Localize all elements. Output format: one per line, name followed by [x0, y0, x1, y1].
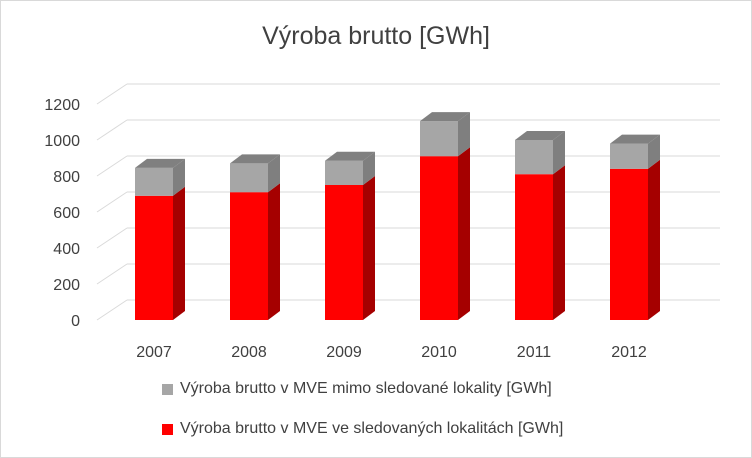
gridline-depth	[96, 191, 128, 213]
x-tick-label: 2010	[421, 344, 457, 361]
y-tick-label: 400	[53, 241, 80, 258]
bar-front-1	[325, 160, 363, 185]
bar-side-0	[458, 147, 470, 320]
chart-title: Výroba brutto [GWh]	[262, 22, 490, 50]
bar-front-1	[230, 163, 268, 193]
bar-top	[325, 151, 375, 161]
bar-front-1	[135, 167, 173, 196]
bar-front-1	[610, 143, 648, 169]
bar-side-1	[173, 158, 185, 196]
bar-front-0	[610, 168, 648, 320]
bar-side-1	[268, 154, 280, 193]
y-tick-label: 600	[53, 205, 80, 222]
bar-top	[230, 154, 280, 164]
legend-item-sledovane: Výroba brutto v MVE ve sledovaných lokal…	[162, 420, 563, 438]
bar-side-1	[363, 151, 375, 185]
bar-front-0	[325, 185, 363, 320]
gridline-depth	[96, 263, 128, 285]
legend-label-mimo: Výroba brutto v MVE mimo sledované lokal…	[180, 380, 552, 397]
legend-swatch-mimo	[162, 383, 173, 395]
gridline-depth	[96, 83, 128, 105]
gridline-depth	[96, 227, 128, 249]
bar-side-1	[648, 134, 660, 169]
y-tick-label: 800	[53, 169, 80, 186]
bar-front-1	[515, 140, 553, 175]
legend-swatch-sledovane	[162, 423, 173, 435]
x-tick-label: 2007	[136, 344, 172, 361]
bar-side-0	[268, 183, 280, 320]
bar-side-1	[458, 112, 470, 157]
bar-top	[420, 112, 470, 122]
bar-side-0	[173, 186, 185, 320]
bar-side-0	[363, 176, 375, 320]
gridline-depth	[96, 119, 128, 141]
bar-front-1	[420, 121, 458, 157]
legend-label-sledovane: Výroba brutto v MVE ve sledovaných lokal…	[180, 420, 564, 437]
bar-top	[135, 158, 185, 168]
x-tick-label: 2011	[517, 344, 552, 361]
gridline-depth	[96, 299, 128, 321]
bar-front-0	[420, 156, 458, 320]
bar-top	[610, 134, 660, 144]
y-tick-label: 0	[71, 313, 80, 330]
bar-side-0	[553, 165, 565, 320]
bar-front-0	[230, 192, 268, 320]
bar-front-0	[515, 174, 553, 320]
bar-side-1	[553, 131, 565, 175]
y-tick-label: 1200	[44, 97, 80, 114]
x-tick-label: 2012	[611, 344, 647, 361]
x-tick-label: 2008	[231, 344, 267, 361]
legend-item-mimo: Výroba brutto v MVE mimo sledované lokal…	[162, 380, 552, 398]
bar-top	[515, 131, 565, 140]
y-tick-label: 200	[53, 277, 80, 294]
y-tick-label: 1000	[44, 133, 80, 150]
x-tick-label: 2009	[326, 344, 362, 361]
gridline-depth	[96, 155, 128, 177]
bar-side-0	[648, 159, 660, 320]
bar-front-0	[135, 195, 173, 320]
